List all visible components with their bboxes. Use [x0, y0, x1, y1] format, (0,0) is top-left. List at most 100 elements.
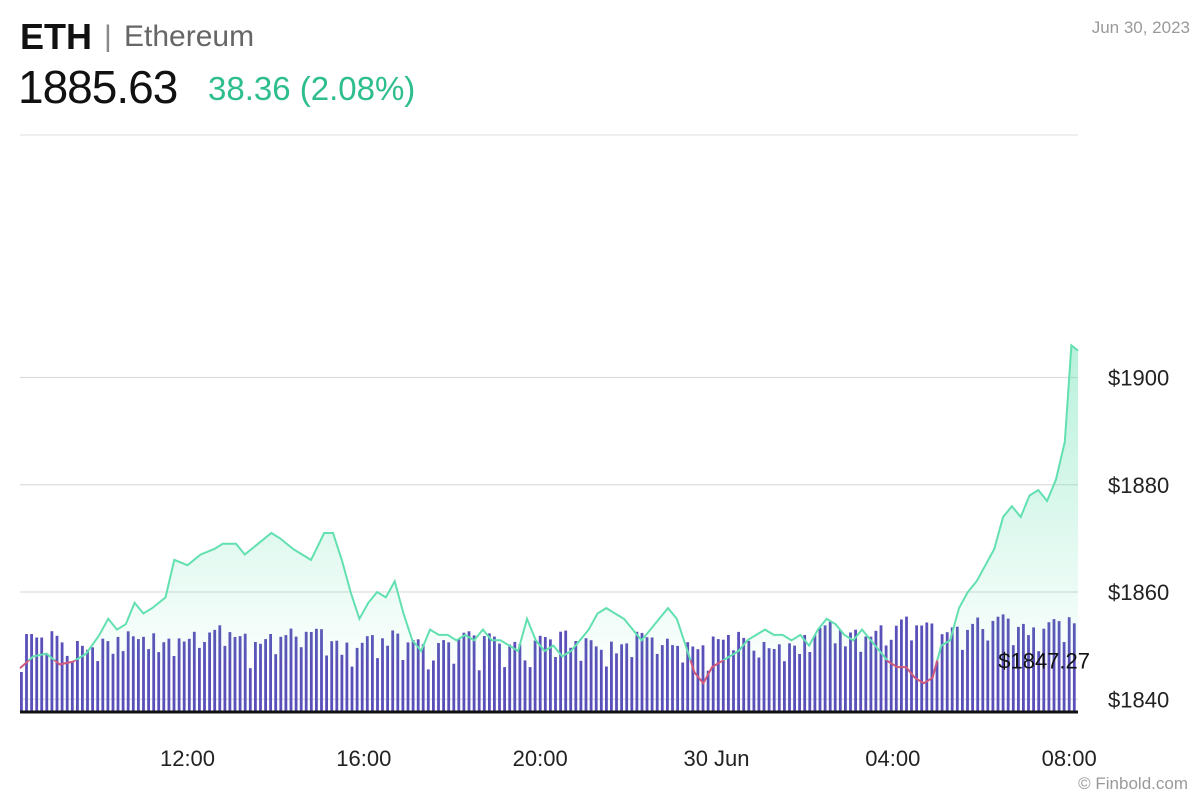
volume-bar [635, 631, 639, 712]
volume-bar [111, 653, 115, 712]
x-tick-label: 04:00 [865, 746, 920, 771]
current-price: 1885.63 [18, 61, 178, 113]
volume-bar [615, 653, 618, 712]
volume-bar [355, 647, 359, 712]
volume-bar [925, 622, 929, 712]
volume-bar [508, 644, 512, 712]
volume-bar [60, 642, 64, 712]
volume-bar [228, 632, 232, 712]
volume-bar [767, 648, 771, 712]
volume-bar [167, 638, 171, 712]
volume-bar [65, 655, 69, 712]
asset-name: Ethereum [124, 20, 255, 53]
volume-bar [996, 616, 1000, 712]
volume-bar [966, 629, 969, 712]
volume-bar [543, 637, 547, 712]
volume-bar [391, 630, 395, 712]
volume-bar [569, 647, 573, 712]
volume-bar [86, 649, 89, 712]
volume-bar [477, 670, 481, 712]
volume-bar [106, 641, 110, 712]
volume-bar [299, 647, 303, 712]
volume-bar [823, 625, 827, 712]
volume-bar [910, 640, 913, 712]
volume-bar [1017, 626, 1020, 712]
volume-bar [859, 651, 863, 712]
source-credit: © Finbold.com [1078, 774, 1188, 793]
volume-bar [1052, 619, 1056, 712]
volume-bar [889, 639, 893, 712]
volume-bar [325, 655, 328, 712]
volume-bar [727, 635, 730, 712]
volume-bar [70, 661, 74, 712]
volume-bar [411, 640, 415, 712]
volume-bar [884, 645, 888, 712]
volume-bar [1011, 645, 1015, 712]
volume-bar [676, 645, 679, 712]
x-tick-label: 16:00 [336, 746, 391, 771]
volume-bar [1062, 642, 1066, 712]
volume-bar [1067, 617, 1071, 712]
volume-bar [147, 649, 150, 712]
volume-bar [940, 634, 944, 712]
volume-bar [172, 656, 176, 712]
volume-bar [518, 644, 522, 712]
volume-bar [264, 639, 267, 712]
volume-bar [1072, 623, 1076, 712]
volume-bar [401, 660, 405, 712]
volume-bar [233, 637, 237, 712]
volume-bar [849, 632, 852, 712]
volume-bar [783, 661, 786, 712]
volume-bar [625, 643, 629, 712]
volume-bar [681, 662, 685, 712]
volume-bar [457, 639, 461, 712]
volume-bar [203, 642, 206, 712]
volume-bar [721, 639, 725, 712]
volume-bar [162, 642, 166, 712]
volume-bar [610, 641, 613, 712]
volume-bar [605, 666, 608, 712]
volume-bar [45, 653, 49, 712]
volume-bar [991, 620, 995, 712]
x-tick-label: 08:00 [1042, 746, 1097, 771]
volume-bar [503, 667, 506, 712]
open-price-label: $1847.27 [998, 648, 1090, 673]
volume-bar [838, 630, 842, 712]
volume-bar [254, 642, 257, 712]
volume-bar [833, 643, 837, 712]
volume-bar [81, 645, 84, 712]
volume-bar [874, 630, 878, 712]
volume-bar [686, 642, 690, 712]
volume-bar [437, 643, 440, 712]
volume-bar [869, 636, 873, 712]
volume-bar [828, 621, 832, 712]
volume-bar [660, 645, 664, 712]
volume-bar [1037, 651, 1041, 712]
volume-bar [701, 645, 705, 712]
volume-bar [788, 643, 791, 712]
volume-bar [187, 638, 191, 712]
volume-bar [554, 657, 557, 712]
volume-bar [1057, 621, 1061, 712]
volume-bar [432, 660, 435, 712]
volume-bar [121, 651, 125, 712]
x-tick-label: 20:00 [513, 746, 568, 771]
volume-bar [584, 638, 588, 712]
volume-bar [655, 653, 659, 712]
volume-bar [549, 639, 552, 712]
volume-bar [594, 646, 598, 712]
volume-bar [976, 617, 980, 712]
volume-bar [498, 643, 501, 712]
volume-bar [920, 625, 924, 712]
x-tick-label: 30 Jun [683, 746, 749, 771]
volume-bar [472, 635, 476, 712]
volume-bar [493, 636, 496, 712]
volume-bar [91, 647, 94, 712]
volume-bar [208, 632, 211, 712]
volume-bar [762, 642, 766, 712]
volume-bar [157, 652, 161, 712]
volume-bar [971, 623, 974, 712]
volume-bar [304, 631, 308, 712]
volume-bar [289, 628, 293, 712]
y-tick-label: $1840 [1108, 687, 1169, 712]
